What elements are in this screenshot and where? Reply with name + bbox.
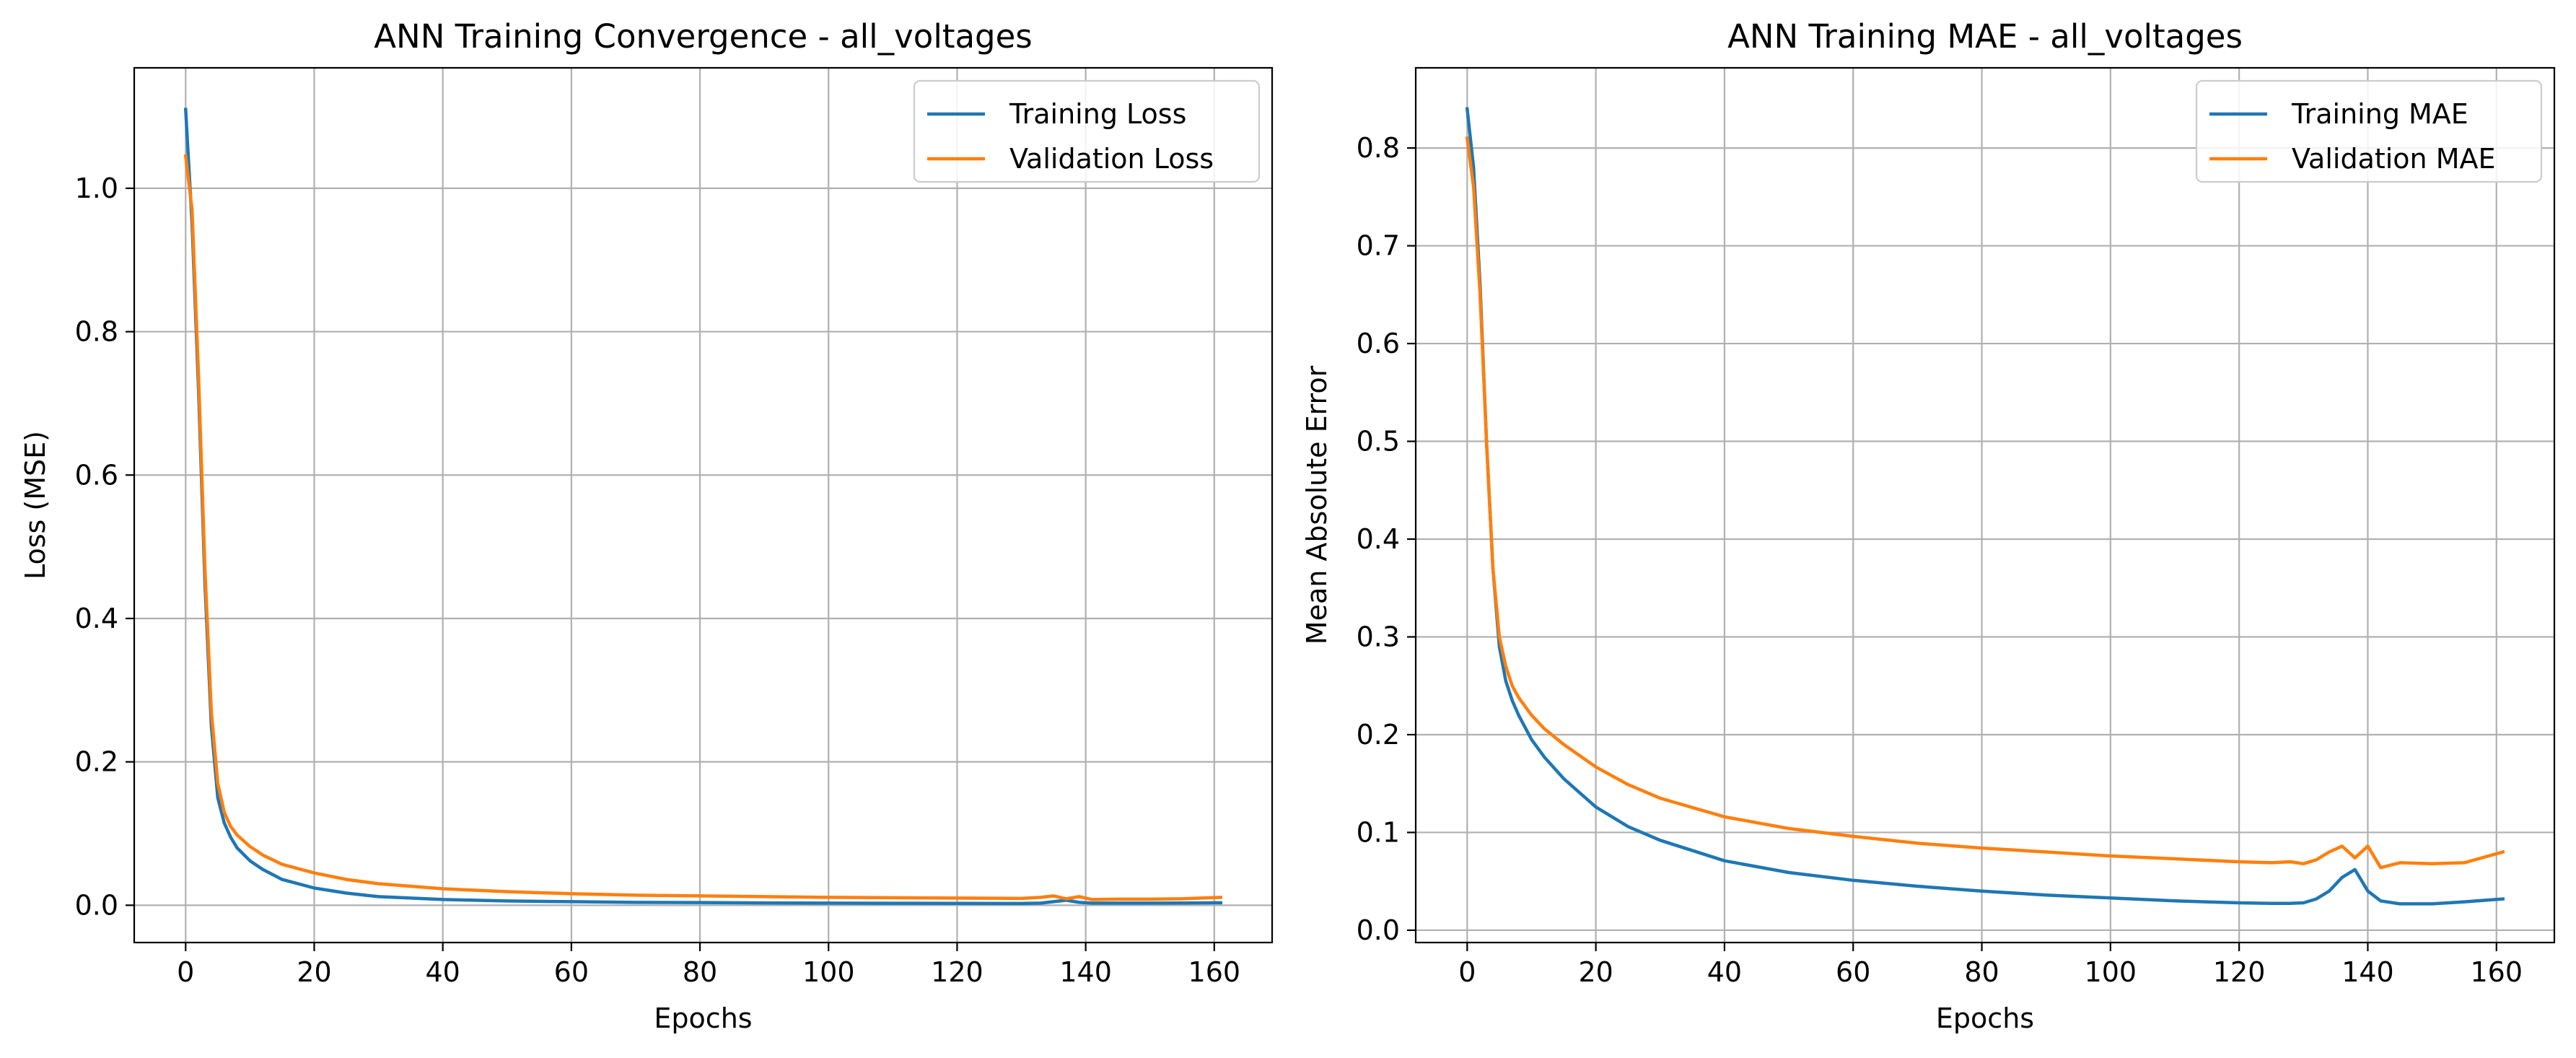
y-tick-label: 0.6 bbox=[1357, 328, 1400, 359]
legend-label: Validation Loss bbox=[1009, 143, 1214, 175]
x-axis-label: Epochs bbox=[654, 1002, 752, 1034]
y-tick-label: 0.4 bbox=[75, 603, 118, 634]
y-axis-label: Loss (MSE) bbox=[19, 431, 51, 580]
legend-label: Training Loss bbox=[1009, 98, 1186, 130]
y-tick-label: 0.3 bbox=[1357, 621, 1400, 652]
chart-panel-2: 0 20 40 60 80 100 120 140 160 0.0 0.1 0.2 0.3 0.4 0.5 0… bbox=[1301, 17, 2556, 1034]
legend-label: Validation MAE bbox=[2292, 143, 2496, 175]
x-tick-label: 160 bbox=[2470, 956, 2523, 988]
y-tick-label: 0.8 bbox=[75, 316, 118, 348]
plot-frame bbox=[133, 66, 1274, 944]
x-axis-label: Epochs bbox=[1936, 1002, 2034, 1034]
legend: Training MAE Validation MAE bbox=[2195, 79, 2543, 183]
x-tick-label: 140 bbox=[2341, 956, 2394, 988]
series-line-validation-mae bbox=[1465, 136, 2505, 870]
x-tick-label: 140 bbox=[1059, 956, 1112, 988]
y-tick-label: 0.0 bbox=[1357, 914, 1400, 946]
x-tick-label: 100 bbox=[802, 956, 855, 988]
y-axis-label: Mean Absolute Error bbox=[1301, 365, 1333, 644]
y-tick-label: 0.6 bbox=[75, 459, 118, 491]
series-line-training-mae bbox=[1465, 107, 2505, 906]
x-tick-label: 40 bbox=[1707, 956, 1742, 988]
y-tick-label: 0.7 bbox=[1357, 230, 1400, 262]
x-tick-label: 80 bbox=[1964, 956, 1999, 988]
x-tick-label: 20 bbox=[297, 956, 331, 988]
series-line-validation-loss bbox=[183, 154, 1223, 901]
chart-title: ANN Training MAE - all_voltages bbox=[1727, 17, 2243, 56]
plot-frame bbox=[1414, 66, 2556, 944]
y-tick-label: 0.2 bbox=[1357, 719, 1400, 751]
x-tick-label: 160 bbox=[1188, 956, 1241, 988]
chart-title: ANN Training Convergence - all_voltages bbox=[374, 17, 1032, 56]
x-tick-label: 120 bbox=[2213, 956, 2266, 988]
legend: Training Loss Validation Loss bbox=[913, 79, 1261, 183]
x-tick-label: 80 bbox=[683, 956, 717, 988]
legend-box bbox=[2195, 79, 2543, 183]
y-tick-label: 0.4 bbox=[1357, 523, 1400, 555]
y-tick-label: 1.0 bbox=[75, 172, 118, 204]
series-line-training-loss bbox=[183, 108, 1222, 906]
x-tick-label: 60 bbox=[1836, 956, 1870, 988]
x-tick-label: 20 bbox=[1578, 956, 1613, 988]
y-tick-label: 0.0 bbox=[75, 889, 118, 921]
y-tick-label: 0.2 bbox=[75, 746, 118, 778]
y-tick-label: 0.1 bbox=[1357, 816, 1400, 848]
x-tick-label: 40 bbox=[425, 956, 460, 988]
legend-box bbox=[913, 79, 1261, 183]
y-tick-label: 0.5 bbox=[1357, 426, 1400, 458]
x-tick-label: 0 bbox=[1458, 956, 1476, 988]
chart-panel-1: 0 20 40 60 80 100 120 140 160 0.0 0.2 0.4 0.6 0.8 1.0 A… bbox=[19, 17, 1274, 1034]
legend-label: Training MAE bbox=[2291, 98, 2468, 130]
y-tick-label: 0.8 bbox=[1357, 132, 1400, 164]
x-tick-label: 120 bbox=[931, 956, 983, 988]
x-tick-label: 100 bbox=[2085, 956, 2137, 988]
x-tick-label: 60 bbox=[554, 956, 589, 988]
x-tick-label: 0 bbox=[177, 956, 194, 988]
